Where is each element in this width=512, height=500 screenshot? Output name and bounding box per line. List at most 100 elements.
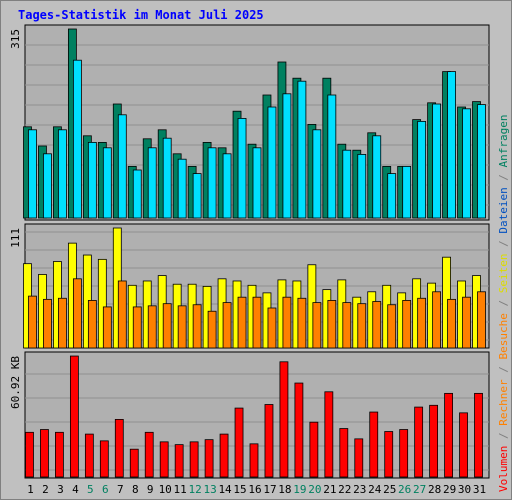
bar-dateien-day-27	[417, 121, 427, 219]
bar-volumen-day-25	[384, 431, 394, 478]
x-label-day-25: 25	[383, 483, 396, 496]
bar-dateien-day-7	[117, 114, 127, 219]
bar-volumen-day-31	[474, 392, 483, 478]
bar-volumen-day-16	[249, 443, 259, 478]
bar-volumen-day-17	[264, 404, 274, 478]
bar-volumen-day-4	[69, 355, 79, 478]
bar-volumen-day-22	[339, 428, 349, 478]
x-axis-labels: 1 2 3 4 5 6 7 8 9 10 11 12 13 14 15 16 17 18 19 20 21 22 23 24 2…	[27, 483, 486, 496]
bar-volumen-day-9	[144, 431, 154, 478]
x-label-day-5: 5	[87, 483, 94, 496]
bar-besuche-day-15	[237, 296, 247, 349]
bar-besuche-day-16	[252, 296, 262, 349]
bar-dateien-day-9	[147, 147, 157, 219]
bar-besuche-day-3	[58, 297, 67, 349]
bar-dateien-day-16	[252, 147, 262, 219]
bar-volumen-day-18	[279, 361, 289, 478]
x-label-day-6: 6	[102, 483, 109, 496]
chart-title: Tages-Statistik im Monat Juli 2025	[18, 8, 264, 22]
bar-volumen-day-15	[234, 407, 244, 478]
x-label-day-23: 23	[353, 483, 366, 496]
x-label-day-1: 1	[27, 483, 34, 496]
bar-besuche-day-25	[387, 304, 397, 349]
legend-sep-5: /	[497, 167, 510, 180]
bar-besuche-day-4	[72, 278, 82, 349]
svg-text:Volumen / Re: Volumen / Rechner / Besuche / Seiten / D…	[497, 114, 510, 492]
legend-sep-3: /	[497, 293, 510, 306]
legend-besuche: Besuche	[497, 313, 510, 359]
x-label-day-9: 9	[147, 483, 154, 496]
bar-besuche-day-19	[297, 297, 307, 349]
bar-besuche-day-14	[222, 302, 232, 349]
x-label-day-28: 28	[428, 483, 441, 496]
bar-besuche-day-30	[462, 296, 471, 349]
bar-dateien-day-25	[387, 173, 397, 219]
bar-seiten-day-6	[97, 258, 107, 349]
bar-volumen-day-10	[159, 441, 169, 478]
bar-besuche-day-2	[43, 298, 52, 349]
bar-dateien-day-2	[43, 153, 52, 219]
y-max-label-2: 111	[9, 228, 22, 248]
bar-volumen-day-28	[429, 404, 439, 478]
x-label-day-11: 11	[174, 483, 187, 496]
bar-dateien-day-3	[58, 129, 67, 219]
x-label-day-17: 17	[263, 483, 276, 496]
x-label-day-15: 15	[233, 483, 246, 496]
bar-dateien-day-6	[102, 147, 112, 219]
panel-anfragen-dateien: 315	[9, 24, 490, 221]
bar-besuche-day-22	[342, 302, 352, 349]
bar-volumen-day-3	[55, 431, 64, 478]
bar-dateien-day-23	[357, 153, 367, 219]
bar-besuche-day-11	[177, 305, 187, 349]
bar-besuche-day-13	[207, 310, 217, 349]
bar-dateien-day-28	[432, 103, 442, 219]
bar-besuche-day-1	[28, 295, 37, 349]
bar-besuche-day-31	[477, 291, 486, 349]
bar-dateien-day-22	[342, 149, 352, 219]
x-label-day-4: 4	[72, 483, 79, 496]
bar-dateien-day-8	[132, 169, 142, 219]
x-label-day-29: 29	[443, 483, 456, 496]
bar-besuche-day-29	[447, 298, 456, 349]
x-label-day-18: 18	[278, 483, 291, 496]
x-label-day-21: 21	[323, 483, 336, 496]
bar-dateien-day-21	[327, 94, 337, 219]
bar-volumen-day-21	[324, 391, 334, 478]
bar-besuche-day-17	[267, 307, 277, 349]
bar-volumen-day-30	[459, 412, 468, 478]
bar-besuche-day-8	[132, 306, 142, 349]
bar-dateien-day-14	[222, 153, 232, 219]
bar-volumen-day-7	[114, 418, 124, 478]
x-label-day-16: 16	[248, 483, 261, 496]
bar-dateien-day-13	[207, 147, 217, 219]
bar-dateien-day-4	[72, 59, 82, 219]
bar-besuche-day-27	[417, 297, 427, 349]
legend-seiten: Seiten	[497, 254, 510, 294]
x-label-day-7: 7	[117, 483, 124, 496]
bar-dateien-day-17	[267, 106, 277, 219]
legend-anfragen: Anfragen	[497, 114, 510, 167]
x-label-day-26: 26	[398, 483, 411, 496]
x-label-day-13: 13	[203, 483, 216, 496]
panel-volumen: 60.92 KB	[9, 351, 490, 479]
bar-besuche-day-12	[192, 304, 202, 349]
bar-dateien-day-15	[237, 118, 247, 219]
x-label-day-24: 24	[368, 483, 382, 496]
x-label-day-30: 30	[458, 483, 471, 496]
bar-dateien-day-1	[28, 129, 37, 219]
bar-volumen-day-27	[414, 406, 424, 478]
bar-dateien-day-18	[282, 93, 292, 219]
bar-volumen-day-13	[204, 439, 214, 478]
x-label-day-3: 3	[57, 483, 64, 496]
x-label-day-31: 31	[473, 483, 486, 496]
x-label-day-8: 8	[132, 483, 139, 496]
legend: Volumen / Rechner / Besuche / Seiten / D…	[497, 114, 510, 492]
x-label-day-22: 22	[338, 483, 351, 496]
bar-dateien-day-26	[402, 165, 412, 219]
bar-dateien-day-31	[477, 104, 486, 219]
bar-volumen-day-11	[174, 444, 184, 478]
y-max-label-1: 315	[9, 29, 22, 49]
bar-besuche-day-18	[282, 296, 292, 349]
bar-volumen-day-20	[309, 421, 319, 478]
